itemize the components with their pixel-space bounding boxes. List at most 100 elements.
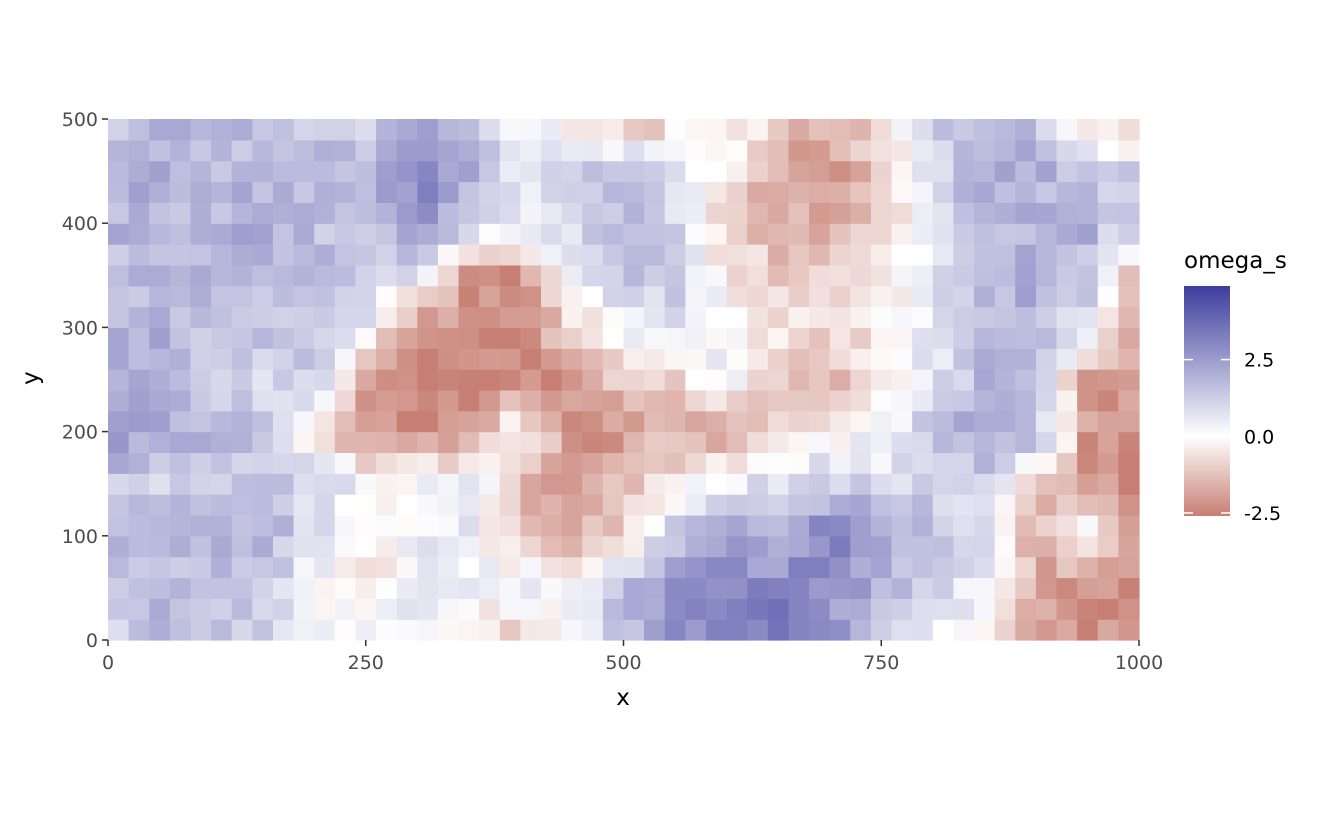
heatmap-cell [169, 139, 192, 162]
heatmap-cell [190, 327, 212, 349]
heatmap-cell [582, 452, 604, 474]
heatmap-cell [314, 577, 336, 599]
heatmap-cell [912, 431, 934, 454]
heatmap-cell [891, 327, 913, 349]
heatmap-cell [912, 535, 934, 558]
heatmap-cell [932, 139, 955, 162]
heatmap-cell [458, 264, 480, 287]
heatmap-cell [128, 410, 150, 433]
heatmap-cell [582, 535, 604, 558]
heatmap-cell [891, 264, 913, 287]
x-tick-label: 750 [863, 652, 899, 674]
heatmap-cell [561, 514, 583, 537]
heatmap-cell [912, 369, 934, 391]
heatmap-cell [128, 577, 150, 599]
heatmap-cell [108, 389, 130, 412]
heatmap-cell [437, 577, 460, 599]
heatmap-cell [272, 223, 295, 245]
heatmap-cell [272, 306, 295, 328]
heatmap-cell [211, 306, 233, 328]
heatmap-cell [994, 306, 1016, 328]
heatmap-cell [974, 264, 996, 287]
heatmap-cell [1056, 452, 1078, 474]
heatmap-cell [211, 410, 233, 433]
heatmap-cell [953, 327, 975, 349]
heatmap-cell [355, 306, 377, 328]
heatmap-cell [788, 244, 810, 266]
heatmap-cell [726, 535, 748, 558]
heatmap-cell [644, 348, 666, 370]
heatmap-cell [912, 181, 934, 203]
heatmap-cell [396, 431, 418, 454]
heatmap-cell [726, 348, 748, 370]
heatmap-cell [520, 264, 542, 287]
heatmap-cell [726, 202, 748, 224]
heatmap-cell [602, 306, 625, 328]
heatmap-cell [974, 348, 996, 370]
heatmap-cell [458, 577, 480, 599]
heatmap-cell [623, 598, 645, 620]
heatmap-cell [1015, 577, 1037, 599]
heatmap-cell [417, 410, 439, 433]
heatmap-cell [767, 202, 790, 224]
heatmap-cell [1118, 119, 1140, 141]
heatmap-cell [644, 160, 666, 183]
heatmap-cell [994, 389, 1016, 412]
heatmap-cell [1097, 452, 1119, 474]
heatmap-cell [829, 535, 851, 558]
heatmap-cell [870, 244, 893, 266]
heatmap-cell [541, 494, 563, 516]
heatmap-cell [437, 514, 460, 537]
heatmap-cell [190, 431, 212, 454]
heatmap-cell [747, 348, 769, 370]
heatmap-cell [809, 619, 831, 641]
heatmap-cell [458, 410, 480, 433]
heatmap-cell [685, 139, 707, 162]
heatmap-cell [870, 202, 893, 224]
heatmap-cell [272, 264, 295, 287]
heatmap-cell [417, 244, 439, 266]
heatmap-cell [850, 306, 872, 328]
heatmap-cell [479, 202, 501, 224]
heatmap-cell [932, 556, 955, 579]
heatmap-cell [747, 285, 769, 308]
heatmap-cell [685, 556, 707, 579]
heatmap-cell [417, 348, 439, 370]
heatmap-cell [767, 244, 790, 266]
heatmap-cell [1097, 160, 1119, 183]
x-axis: 0 250 500 750 1000 [102, 640, 1163, 674]
heatmap-cell [994, 598, 1016, 620]
heatmap-cell [1056, 514, 1078, 537]
heatmap-cell [891, 410, 913, 433]
heatmap-cell [520, 348, 542, 370]
heatmap-cell [994, 556, 1016, 579]
heatmap-cell [272, 160, 295, 183]
heatmap-cell [437, 389, 460, 412]
heatmap-cell [1118, 452, 1140, 474]
heatmap-cell [1077, 556, 1099, 579]
heatmap-cell [912, 473, 934, 495]
heatmap-cell [293, 285, 315, 308]
heatmap-cell [726, 410, 748, 433]
heatmap-cell [829, 348, 851, 370]
heatmap-cell [664, 389, 686, 412]
heatmap-cell [499, 223, 521, 245]
heatmap-cell [953, 306, 975, 328]
heatmap-cell [891, 535, 913, 558]
heatmap-cell [396, 598, 418, 620]
heatmap-cell [912, 410, 934, 433]
heatmap-cell [953, 369, 975, 391]
heatmap-cell [314, 389, 336, 412]
heatmap-cell [809, 369, 831, 391]
heatmap-cell [1118, 494, 1140, 516]
heatmap-cell [685, 285, 707, 308]
heatmap-cell [293, 202, 315, 224]
heatmap-cell [788, 160, 810, 183]
heatmap-cell [747, 410, 769, 433]
heatmap-cell [685, 389, 707, 412]
heatmap-cell [231, 244, 253, 266]
heatmap-cell [974, 327, 996, 349]
heatmap-cell [417, 285, 439, 308]
heatmap-cell [582, 306, 604, 328]
heatmap-cell [108, 369, 130, 391]
